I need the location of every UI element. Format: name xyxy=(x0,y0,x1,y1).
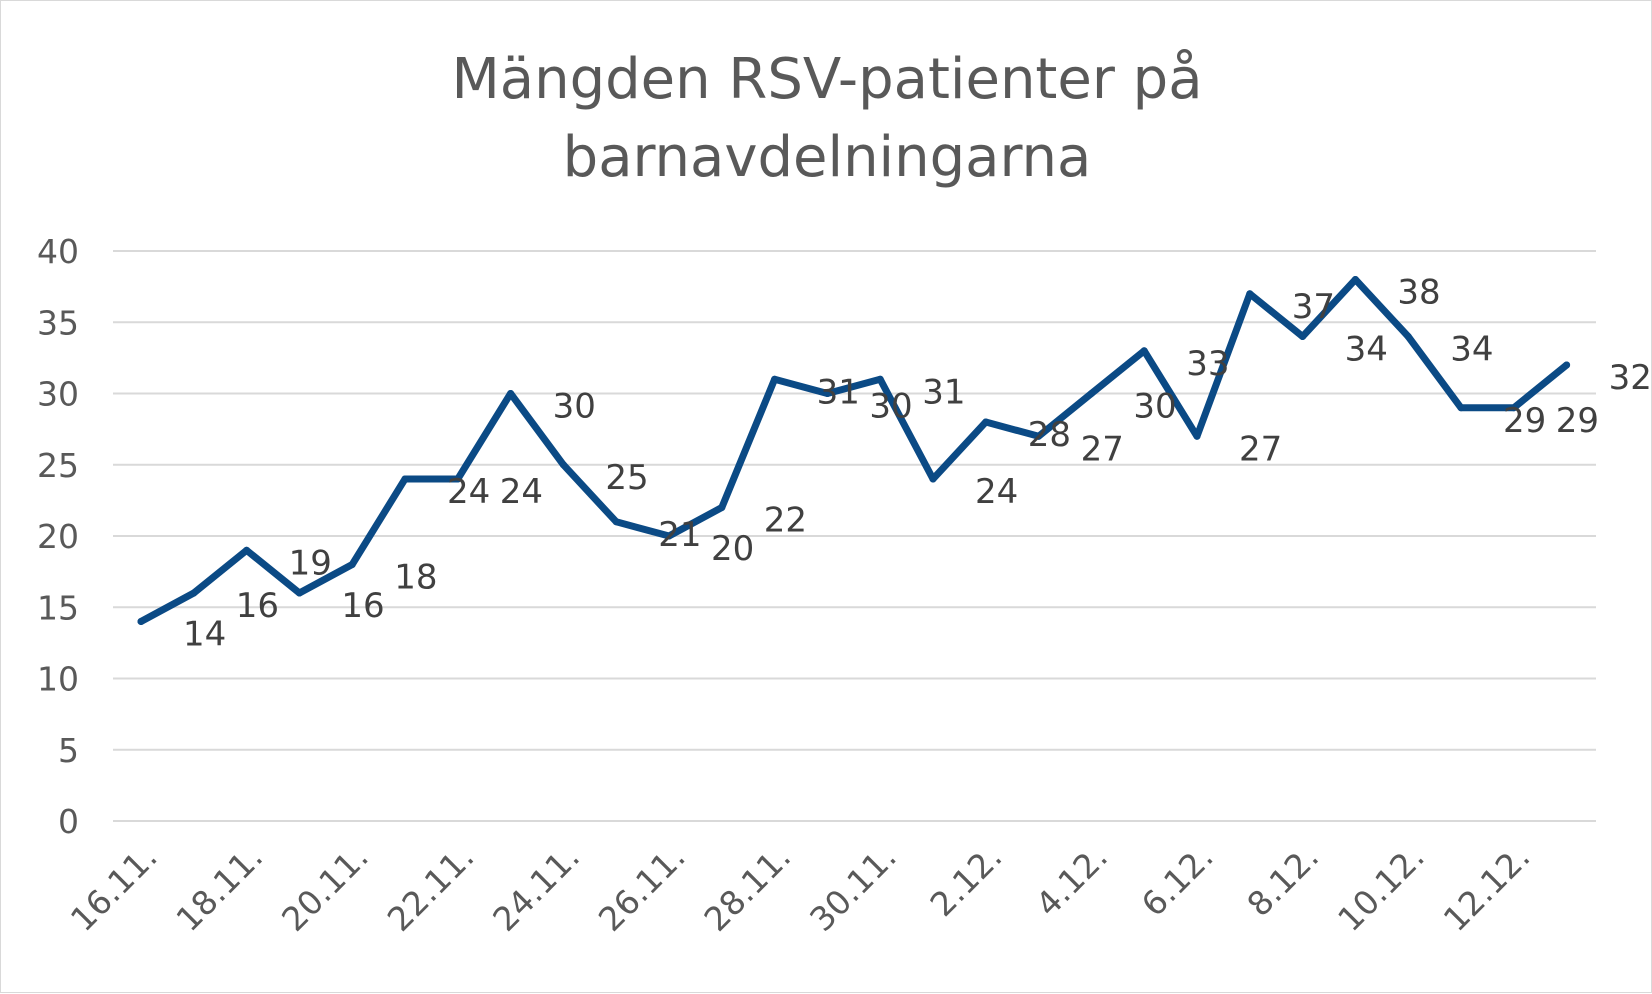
chart-title: Mängden RSV-patienter på barnavdelningar… xyxy=(1,41,1652,197)
data-label: 19 xyxy=(289,543,332,583)
chart-title-line-2: barnavdelningarna xyxy=(562,125,1092,190)
data-label: 28 xyxy=(1028,415,1071,455)
data-label: 18 xyxy=(394,558,437,598)
data-point xyxy=(559,461,567,469)
x-tick-label: 8.12. xyxy=(1239,837,1326,924)
data-point xyxy=(929,475,937,483)
data-label: 24 xyxy=(500,472,543,512)
data-point xyxy=(1351,276,1359,283)
data-label: 16 xyxy=(341,586,384,626)
data-point xyxy=(401,475,409,483)
data-point xyxy=(612,518,620,526)
y-tick-label: 15 xyxy=(37,588,79,627)
data-label: 34 xyxy=(1450,330,1493,370)
data-point xyxy=(1193,432,1201,440)
data-label: 16 xyxy=(236,586,279,626)
data-point xyxy=(982,418,990,426)
data-point xyxy=(1246,290,1254,298)
data-label: 33 xyxy=(1186,344,1229,384)
x-tick-label: 12.12. xyxy=(1436,837,1538,939)
y-tick-label: 30 xyxy=(37,375,79,414)
data-point xyxy=(876,375,884,383)
data-point xyxy=(1299,333,1307,340)
y-tick-label: 20 xyxy=(37,517,79,556)
data-point xyxy=(295,589,303,597)
data-label: 30 xyxy=(553,387,596,427)
data-label: 30 xyxy=(1133,387,1176,427)
y-tick-label: 10 xyxy=(37,660,79,699)
x-tick-label: 24.11. xyxy=(485,837,587,939)
data-label: 31 xyxy=(922,372,965,412)
data-label: 14 xyxy=(183,615,226,655)
x-tick-label: 4.12. xyxy=(1028,837,1115,924)
data-point xyxy=(718,504,726,511)
data-label: 21 xyxy=(658,515,701,555)
x-tick-label: 26.11. xyxy=(591,837,693,939)
data-label: 24 xyxy=(975,472,1018,512)
x-tick-label: 22.11. xyxy=(380,837,482,939)
data-point xyxy=(1510,404,1518,412)
y-tick-label: 40 xyxy=(37,232,79,271)
data-label: 31 xyxy=(817,372,860,412)
data-label: 30 xyxy=(869,387,912,427)
data-point xyxy=(771,375,779,383)
data-point xyxy=(507,390,515,397)
x-tick-label: 6.12. xyxy=(1134,837,1221,924)
data-label: 34 xyxy=(1345,330,1388,370)
x-axis-tick-labels: 16.11. 18.11. 20.11. 22.11. 24.11. 26.11. 28.1… xyxy=(63,837,1538,939)
series-line xyxy=(137,276,1571,625)
y-tick-label: 0 xyxy=(58,802,79,841)
data-label: 27 xyxy=(1081,429,1124,469)
data-point xyxy=(454,475,462,483)
y-axis-tick-labels: 0 5 10 15 20 25 30 35 40 xyxy=(37,232,79,841)
data-point xyxy=(137,618,145,625)
gridlines xyxy=(113,250,1596,822)
series-layer xyxy=(137,276,1571,625)
data-point xyxy=(190,589,198,597)
data-label: 29 xyxy=(1503,401,1546,441)
data-label: 29 xyxy=(1556,401,1599,441)
x-tick-label: 30.11. xyxy=(802,837,904,939)
data-label: 32 xyxy=(1609,358,1652,398)
data-point xyxy=(1457,404,1465,412)
chart-title-line-1: Mängden RSV-patienter på xyxy=(451,47,1203,112)
data-point xyxy=(1404,333,1412,340)
data-point xyxy=(1140,347,1148,355)
x-tick-label: 10.12. xyxy=(1330,837,1432,939)
data-point xyxy=(665,532,673,540)
y-tick-label: 5 xyxy=(58,731,79,770)
y-tick-label: 25 xyxy=(37,446,79,485)
data-label: 24 xyxy=(447,472,490,512)
data-label: 27 xyxy=(1239,429,1282,469)
x-tick-label: 2.12. xyxy=(923,837,1010,924)
x-tick-label: 28.11. xyxy=(696,837,798,939)
data-label: 25 xyxy=(605,458,648,498)
data-point xyxy=(823,390,831,397)
x-tick-label: 20.11. xyxy=(274,837,376,939)
data-label: 20 xyxy=(711,529,754,569)
x-tick-label: 16.11. xyxy=(63,837,165,939)
data-point xyxy=(348,561,356,568)
data-label: 22 xyxy=(764,501,807,541)
data-point xyxy=(1087,390,1095,397)
data-point xyxy=(243,546,251,554)
y-tick-label: 35 xyxy=(37,303,79,342)
data-point xyxy=(1035,432,1043,440)
data-point xyxy=(1563,361,1571,369)
data-label: 37 xyxy=(1292,287,1335,327)
x-tick-label: 18.11. xyxy=(168,837,270,939)
data-label: 38 xyxy=(1397,273,1440,313)
